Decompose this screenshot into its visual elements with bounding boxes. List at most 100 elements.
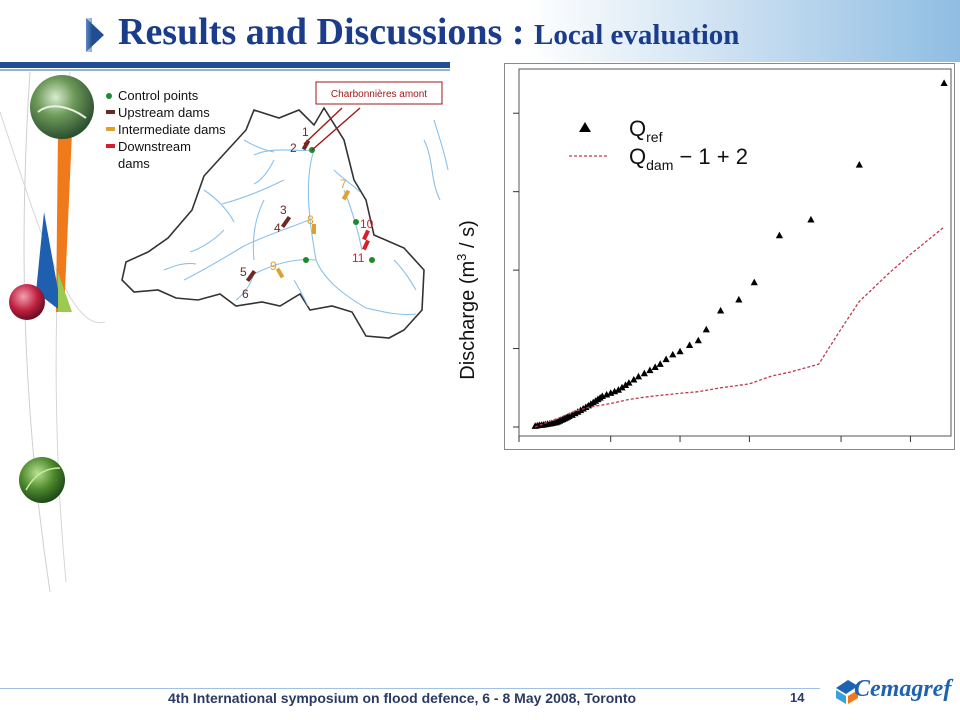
data-point-qref bbox=[651, 363, 659, 370]
legend-entry: Qdam − 1 + 2 bbox=[629, 144, 748, 173]
cemagref-logo-text: Cemagref bbox=[854, 676, 952, 702]
callout-pointer bbox=[303, 107, 343, 145]
callout-label: Charbonnières amont bbox=[331, 89, 427, 100]
legend-row-downstream: Downstream bbox=[106, 139, 226, 156]
upstream-dam bbox=[245, 269, 257, 283]
data-point-qref bbox=[940, 79, 948, 87]
series-line-qdam bbox=[534, 226, 945, 428]
dam-label: 2 bbox=[290, 141, 297, 155]
legend-entry-sub: ref bbox=[646, 129, 662, 145]
legend-entry-suffix: − 1 + 2 bbox=[673, 144, 748, 169]
chart-frame: 25102050100010203040Return period (years… bbox=[504, 63, 955, 450]
control-point bbox=[303, 257, 309, 263]
x-tick-label: 100 bbox=[898, 447, 923, 449]
title-rule-thin bbox=[0, 69, 450, 71]
dam-label: 6 bbox=[242, 287, 249, 301]
legend-label: Control points bbox=[118, 88, 199, 103]
data-point-qref bbox=[807, 215, 815, 223]
legend-row-downstream-cont: dams bbox=[106, 156, 226, 173]
x-tick-label: 2 bbox=[515, 447, 523, 449]
data-point-qref bbox=[618, 383, 626, 391]
control-point bbox=[369, 257, 375, 263]
dam-label: 10 bbox=[360, 217, 374, 231]
data-point-qref bbox=[855, 160, 863, 168]
downstream-dam bbox=[362, 239, 370, 251]
dam-label: 1 bbox=[302, 125, 309, 139]
data-point-qref bbox=[676, 347, 684, 355]
callout-box bbox=[315, 81, 443, 105]
dam-label: 11 bbox=[352, 251, 365, 265]
data-point-qref bbox=[717, 306, 725, 314]
x-tick-label: 20 bbox=[741, 447, 758, 449]
legend-marker-qref bbox=[579, 122, 591, 132]
y-axis-label-part: Discharge (m bbox=[457, 261, 479, 380]
chart-axes: 25102050100010203040Return period (years… bbox=[513, 112, 923, 449]
catchment-map: 1 2 3 4 5 6 7 8 9 10 11 Charbonnières am… bbox=[104, 80, 450, 350]
upstream-dam bbox=[280, 215, 292, 229]
data-point-qref bbox=[614, 386, 622, 393]
data-point-qref bbox=[702, 325, 710, 333]
data-point-qref bbox=[640, 369, 648, 377]
x-tick-label: 50 bbox=[833, 447, 850, 449]
dam-label: 7 bbox=[340, 177, 347, 191]
data-point-qref bbox=[634, 372, 643, 380]
data-point-qref bbox=[630, 375, 638, 383]
data-point-qref bbox=[656, 360, 664, 367]
data-point-qref bbox=[669, 350, 677, 358]
cemagref-logo: Cemagref bbox=[834, 672, 956, 712]
slide-title-main: Results and Discussions : bbox=[118, 11, 534, 53]
dam-label: 9 bbox=[270, 259, 277, 273]
data-point-qref bbox=[694, 336, 702, 344]
river-network bbox=[163, 119, 449, 316]
intermediate-dam bbox=[341, 189, 351, 201]
dam-label: 4 bbox=[274, 221, 281, 235]
control-point-icon bbox=[106, 93, 112, 99]
x-tick-label: 5 bbox=[607, 447, 615, 449]
legend-row-intermediate: Intermediate dams bbox=[106, 122, 226, 139]
intermediate-dam bbox=[312, 224, 316, 234]
legend-label: Intermediate dams bbox=[118, 122, 226, 137]
catchment-map-svg: 1 2 3 4 5 6 7 8 9 10 11 Charbonnières am… bbox=[121, 81, 449, 339]
legend-entry-sub: dam bbox=[646, 157, 673, 173]
title-rule bbox=[0, 62, 450, 68]
legend-row-upstream: Upstream dams bbox=[106, 105, 226, 122]
upstream-dam-icon bbox=[106, 110, 115, 114]
upstream-dam bbox=[301, 139, 311, 151]
data-point-qref bbox=[646, 366, 654, 374]
chart-series bbox=[531, 79, 948, 429]
legend-label: Downstream bbox=[118, 139, 191, 154]
dam-label: 8 bbox=[307, 213, 314, 227]
slide-title-sub: Local evaluation bbox=[534, 19, 740, 51]
page-number: 14 bbox=[790, 690, 805, 705]
cemagref-logo-icon bbox=[836, 680, 858, 704]
dam-label: 5 bbox=[240, 265, 247, 279]
downstream-dam-icon bbox=[106, 144, 115, 148]
x-tick-label: 10 bbox=[672, 447, 689, 449]
data-point-qref bbox=[750, 278, 758, 286]
footer-rule bbox=[0, 688, 820, 689]
catchment-outline bbox=[121, 106, 425, 339]
data-point-qref bbox=[621, 381, 630, 389]
intermediate-dam bbox=[275, 267, 285, 279]
y-axis-label-part: / s) bbox=[457, 220, 479, 253]
data-point-qref bbox=[685, 341, 694, 349]
y-axis-label-svg: Discharge (m3 / s) bbox=[454, 220, 479, 380]
y-axis-label-part: 3 bbox=[454, 254, 469, 261]
title-band bbox=[0, 0, 960, 62]
intermediate-dam-icon bbox=[106, 127, 115, 131]
title-chevron-highlight bbox=[86, 18, 92, 52]
y-axis-label: Discharge (m3 / s) bbox=[454, 220, 479, 380]
decorative-left-strip bbox=[0, 72, 106, 592]
legend-entry-main: Q bbox=[629, 144, 646, 169]
legend-label: Upstream dams bbox=[118, 105, 210, 120]
legend-entry-main: Q bbox=[629, 116, 646, 141]
slide-title: Results and Discussions : Local evaluati… bbox=[118, 10, 739, 54]
legend-entry: Qref bbox=[629, 116, 663, 145]
legend-row-control: Control points bbox=[106, 88, 226, 105]
data-point-qref bbox=[735, 295, 743, 303]
downstream-dam bbox=[362, 229, 370, 241]
plot-box bbox=[518, 68, 952, 437]
discharge-chart: 25102050100010203040Return period (years… bbox=[513, 68, 952, 449]
data-point-qref bbox=[775, 231, 784, 239]
